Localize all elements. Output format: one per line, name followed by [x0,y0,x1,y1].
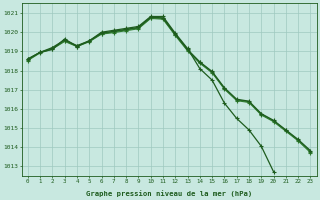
X-axis label: Graphe pression niveau de la mer (hPa): Graphe pression niveau de la mer (hPa) [86,190,252,197]
